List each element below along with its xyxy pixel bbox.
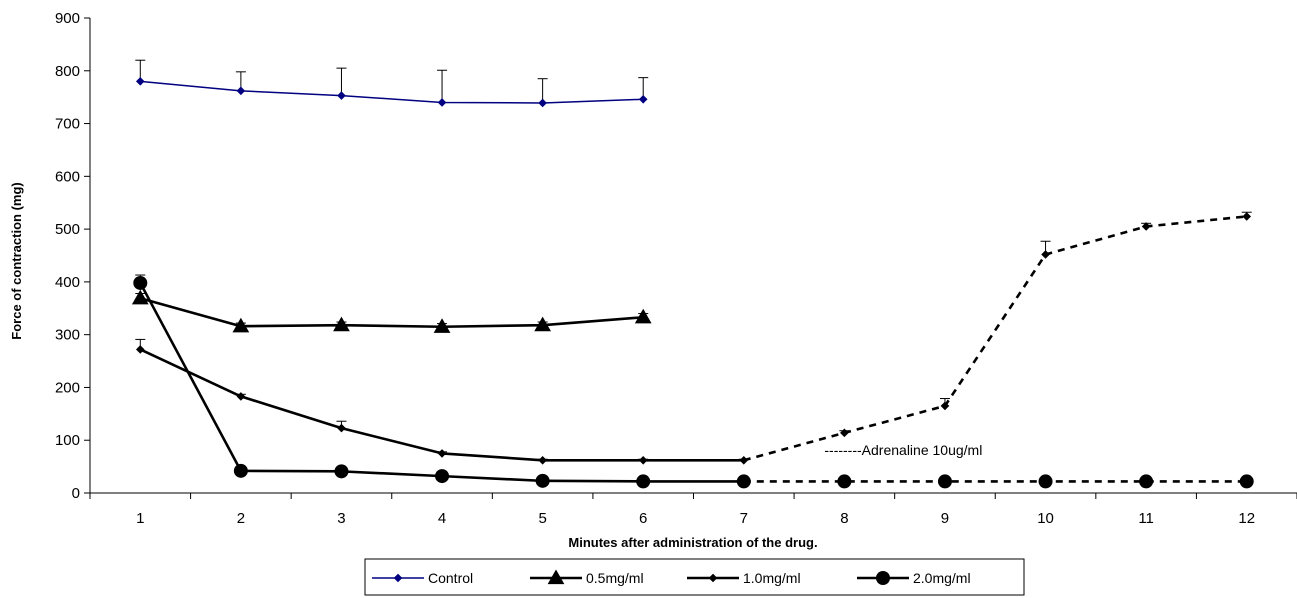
data-point-0-5mg-ml [534,316,551,332]
x-tick-label: 3 [337,510,345,527]
data-point-1-0mg-ml [739,455,749,465]
data-point-2-0mg-ml [133,275,148,290]
x-tick-label: 9 [941,510,949,527]
series-markers [131,77,1254,489]
y-tick-label: 700 [55,116,80,133]
x-tick-label: 10 [1037,510,1054,527]
data-point-0-5mg-ml [333,316,350,332]
data-point-1-0mg-ml [940,401,950,411]
data-point-control [236,86,246,96]
series-line-control [140,80,644,104]
data-point-1-0mg-ml [840,428,849,438]
data-point-control [538,98,547,108]
data-point-2-0mg-ml [1038,474,1053,489]
series-line-1-0mg-ml [139,348,744,462]
data-point-control [638,94,648,104]
legend-marker-1-0mg-ml [708,573,718,583]
data-point-2-0mg-ml [233,463,248,478]
x-axis-label: Minutes after administration of the drug… [568,535,817,550]
y-tick-label: 300 [55,327,80,344]
data-point-1-0mg-ml [1141,222,1151,231]
data-point-control [437,98,447,107]
x-tick-label: 4 [438,510,446,527]
x-tick-label: 1 [136,510,144,527]
data-point-1-0mg-ml [135,345,145,354]
legend: Control 0.5mg/ml 1.0mg/ml 2.0mg/ml [364,558,1025,596]
y-tick-label: 200 [55,379,80,396]
data-point-1-0mg-ml [236,392,246,401]
x-tick-label: 12 [1238,510,1255,527]
data-point-1-0mg-ml [437,449,447,458]
data-point-0-5mg-ml [131,289,149,305]
data-point-control [135,77,145,86]
data-point-0-5mg-ml [634,308,652,324]
y-tick-label: 900 [55,10,80,27]
data-point-2-0mg-ml [937,474,952,489]
data-point-1-0mg-ml [538,455,547,465]
y-axis-label: Force of contraction (mg) [9,182,24,339]
x-tick-label: 6 [639,510,647,527]
data-point-2-0mg-ml [736,474,751,489]
legend-marker-0-5mg-ml [547,569,565,585]
data-point-1-0mg-ml [638,455,648,465]
y-tick-label: 600 [55,168,80,185]
x-tick-label: 5 [538,510,546,527]
data-point-2-0mg-ml [1139,474,1154,489]
adrenaline-annotation: --------Adrenaline 10ug/ml [824,442,982,458]
data-point-1-0mg-ml [1242,212,1252,221]
series-line-0-5mg-ml [139,296,644,329]
series-lines [139,80,1247,483]
y-tick-label: 100 [55,432,80,449]
y-tick-label: 800 [55,63,80,80]
x-tick-label: 11 [1138,510,1154,527]
data-point-1-0mg-ml [1041,250,1050,259]
legend-label-1-0mg-ml: 1.0mg/ml [743,570,801,586]
data-point-2-0mg-ml [1239,474,1254,489]
legend-marker-control [393,573,403,583]
y-tick-label: 0 [72,485,80,502]
series-line-1-0mg-ml [743,215,1247,462]
data-point-2-0mg-ml [837,474,852,489]
data-point-0-5mg-ml [232,317,250,333]
legend-label-2-0mg-ml: 2.0mg/ml [913,570,971,586]
legend-marker-2-0mg-ml [876,571,890,585]
data-point-2-0mg-ml [636,474,651,489]
x-tick-label: 8 [840,510,848,527]
data-point-2-0mg-ml [435,469,450,484]
data-point-0-5mg-ml [433,318,451,333]
data-point-1-0mg-ml [337,423,346,433]
x-tick-label: 2 [237,510,245,527]
data-point-2-0mg-ml [535,473,550,488]
data-point-2-0mg-ml [334,464,349,479]
legend-label-0-5mg-ml: 0.5mg/ml [586,570,644,586]
data-point-control [337,91,346,100]
x-tick-label: 7 [740,510,748,527]
y-tick-label: 400 [55,274,80,291]
y-tick-label: 500 [55,221,80,238]
error-bars [135,59,1252,482]
legend-label-control: Control [428,570,473,586]
